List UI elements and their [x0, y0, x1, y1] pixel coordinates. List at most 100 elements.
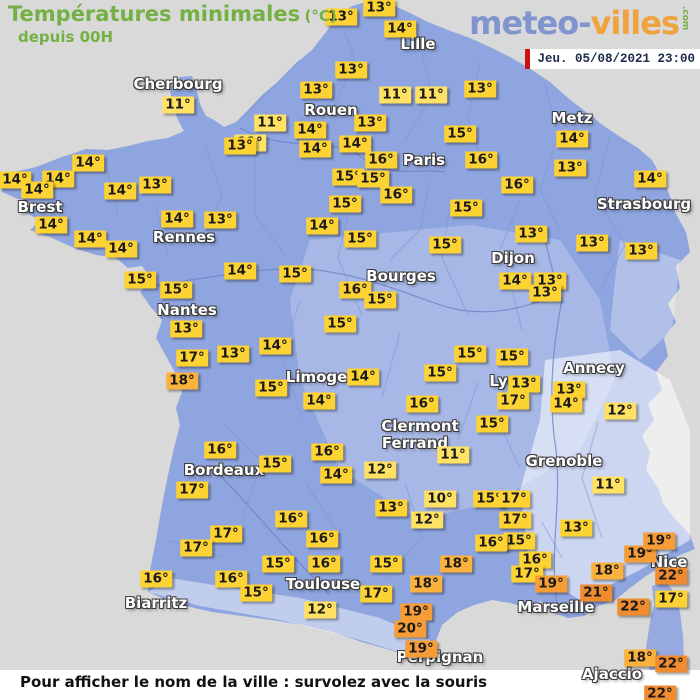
temperature-label[interactable]: 11°	[254, 114, 286, 132]
temperature-label[interactable]: 13°	[625, 242, 657, 260]
temperature-label[interactable]: 22°	[655, 655, 687, 673]
temperature-label[interactable]: 13°	[204, 211, 236, 229]
temperature-label[interactable]: 17°	[210, 525, 242, 543]
temperature-label[interactable]: 21°	[580, 584, 612, 602]
temperature-label[interactable]: 13°	[515, 225, 547, 243]
temperature-label[interactable]: 15°	[503, 532, 535, 550]
temperature-label[interactable]: 16°	[501, 176, 533, 194]
temperature-label[interactable]: 15°	[332, 168, 364, 186]
temperature-label[interactable]: 17°	[176, 481, 208, 499]
temperature-label[interactable]: 17°	[360, 585, 392, 603]
temperature-label[interactable]: 17°	[180, 539, 212, 557]
temperature-label[interactable]: 14°	[299, 140, 331, 158]
temperature-label[interactable]: 14°	[550, 395, 582, 413]
temperature-label[interactable]: 12°	[364, 461, 396, 479]
temperature-label[interactable]: 13°	[139, 176, 171, 194]
temperature-label[interactable]: 13°	[224, 137, 256, 155]
temperature-label[interactable]: 16°	[380, 186, 412, 204]
temperature-label[interactable]: 16°	[306, 530, 338, 548]
temperature-label[interactable]: 15°	[454, 345, 486, 363]
temperature-label[interactable]: 16°	[475, 534, 507, 552]
temperature-label[interactable]: 14°	[104, 182, 136, 200]
temperature-label[interactable]: 15°	[444, 125, 476, 143]
temperature-label[interactable]: 15°	[473, 490, 505, 508]
temperature-label[interactable]: 19°	[624, 545, 656, 563]
temperature-label[interactable]: 13°	[354, 114, 386, 132]
temperature-label[interactable]: 15°	[496, 348, 528, 366]
temperature-label[interactable]: 20°	[394, 620, 426, 638]
temperature-label[interactable]: 13°	[217, 345, 249, 363]
temperature-label[interactable]: 13°	[529, 284, 561, 302]
temperature-label[interactable]: 15°	[429, 236, 461, 254]
temperature-label[interactable]: 15°	[357, 170, 389, 188]
temperature-label[interactable]: 13°	[363, 0, 395, 17]
temperature-label[interactable]: 15°	[124, 271, 156, 289]
temperature-label[interactable]: 14°	[72, 154, 104, 172]
temperature-label[interactable]: 13°	[335, 61, 367, 79]
temperature-label[interactable]: 14°	[499, 272, 531, 290]
temperature-label[interactable]: 17°	[497, 392, 529, 410]
temperature-label[interactable]: 14°	[105, 240, 137, 258]
temperature-label[interactable]: 14°	[161, 210, 193, 228]
temperature-label[interactable]: 13°	[325, 8, 357, 26]
temperature-label[interactable]: 15°	[344, 230, 376, 248]
temperature-label[interactable]: 15°	[279, 265, 311, 283]
temperature-label[interactable]: 14°	[259, 337, 291, 355]
temperature-label[interactable]: 19°	[643, 532, 675, 550]
temperature-label[interactable]: 18°	[410, 575, 442, 593]
temperature-label[interactable]: 15°	[370, 555, 402, 573]
temperature-label[interactable]: 14°	[303, 392, 335, 410]
temperature-label[interactable]: 14°	[224, 262, 256, 280]
temperature-label[interactable]: 13°	[553, 381, 585, 399]
temperature-label[interactable]: 14°	[74, 230, 106, 248]
temperature-label[interactable]: 16°	[406, 395, 438, 413]
temperature-label[interactable]: 15°	[160, 281, 192, 299]
temperature-label[interactable]: 16°	[365, 151, 397, 169]
temperature-label[interactable]: 15°	[240, 584, 272, 602]
temperature-label[interactable]: 15°	[259, 455, 291, 473]
temperature-label[interactable]: 15°	[255, 379, 287, 397]
temperature-label[interactable]: 16°	[275, 510, 307, 528]
temperature-label[interactable]: 15°	[476, 415, 508, 433]
temperature-label[interactable]: 14°	[306, 217, 338, 235]
temperature-label[interactable]: 15°	[262, 555, 294, 573]
temperature-label[interactable]: 15°	[424, 364, 456, 382]
temperature-label[interactable]: 16°	[339, 281, 371, 299]
temperature-label[interactable]: 16°	[140, 570, 172, 588]
temperature-label[interactable]: 11°	[415, 86, 447, 104]
temperature-label[interactable]: 14°	[384, 20, 416, 38]
temperature-label[interactable]: 18°	[166, 372, 198, 390]
temperature-label[interactable]: 13°	[375, 499, 407, 517]
temperature-label[interactable]: 13°	[464, 80, 496, 98]
temperature-label[interactable]: 10°	[424, 490, 456, 508]
temperature-label[interactable]: 13°	[300, 81, 332, 99]
temperature-label[interactable]: 14°	[634, 170, 666, 188]
temperature-label[interactable]: 14°	[347, 368, 379, 386]
temperature-label[interactable]: 12°	[411, 511, 443, 529]
temperature-label[interactable]: 11°	[162, 96, 194, 114]
temperature-label[interactable]: 17°	[655, 590, 687, 608]
temperature-label[interactable]: 13°	[170, 320, 202, 338]
temperature-label[interactable]: 14°	[556, 130, 588, 148]
temperature-label[interactable]: 13°	[508, 375, 540, 393]
temperature-label[interactable]: 14°	[339, 135, 371, 153]
temperature-label[interactable]: 13°	[560, 519, 592, 537]
temperature-label[interactable]: 17°	[498, 490, 530, 508]
temperature-label[interactable]: 18°	[440, 555, 472, 573]
temperature-label[interactable]: 16°	[308, 555, 340, 573]
temperature-label[interactable]: 14°	[320, 466, 352, 484]
temperature-label[interactable]: 13°	[576, 234, 608, 252]
temperature-label[interactable]: 16°	[465, 151, 497, 169]
temperature-label[interactable]: 19°	[405, 640, 437, 658]
temperature-label[interactable]: 16°	[215, 570, 247, 588]
temperature-label[interactable]: 22°	[644, 685, 676, 700]
temperature-label[interactable]: 17°	[499, 511, 531, 529]
temperature-label[interactable]: 15°	[450, 199, 482, 217]
temperature-label[interactable]: 14°	[35, 216, 67, 234]
temperature-label[interactable]: 15°	[364, 291, 396, 309]
temperature-label[interactable]: 13°	[554, 159, 586, 177]
temperature-label[interactable]: 19°	[535, 575, 567, 593]
temperature-label[interactable]: 14°	[294, 121, 326, 139]
temperature-label[interactable]: 22°	[617, 598, 649, 616]
temperature-label[interactable]: 19°	[400, 603, 432, 621]
